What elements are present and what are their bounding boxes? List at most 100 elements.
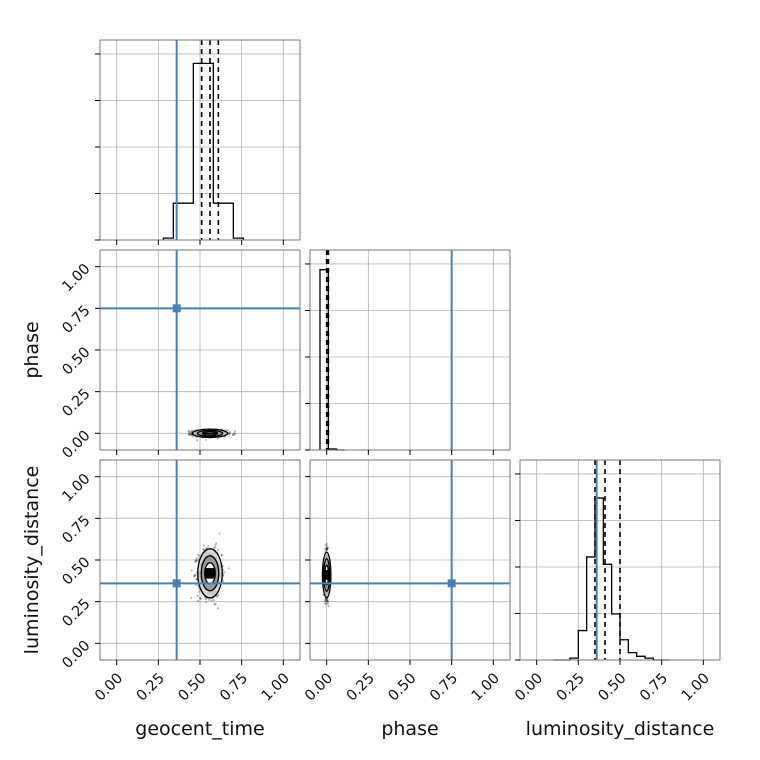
sample-point [217,594,220,597]
sample-point [326,545,329,548]
sample-point [197,553,200,556]
sample-point [195,556,198,560]
density-peak [202,432,218,435]
y-tick-label: 0.25 [60,596,94,630]
sample-point [198,590,201,593]
density-peak [204,568,216,579]
sample-point [326,548,329,551]
sample-point [222,579,225,583]
sample-point [187,432,191,435]
sample-point [233,432,237,435]
sample-point [194,560,197,564]
x-axis-label-luminosity_distance: luminosity_distance [526,718,715,740]
sample-point [213,546,216,550]
sample-point [325,599,328,602]
sample-point [202,548,205,551]
sample-point [188,430,191,433]
sample-point [197,600,200,603]
sample-point [205,546,208,550]
sample-point [228,430,231,434]
sample-point [325,548,328,552]
sample-point [220,553,223,557]
sample-point [197,554,201,557]
sample-point [228,432,231,435]
sample-point [326,602,330,605]
sample-point [216,607,220,610]
sample-point [198,596,201,600]
y-tick-label: 0.00 [60,428,94,462]
sample-point [196,439,199,442]
sample-point [204,438,207,441]
sample-point [204,601,208,604]
sample-point [217,549,220,552]
sample-point [216,595,219,599]
sample-point [233,432,236,435]
y-tick-label: 1.00 [60,261,94,295]
sample-point [226,428,230,432]
sample-point [189,433,192,436]
y-tick-label: 0.75 [60,303,94,337]
sample-point [204,598,207,601]
sample-point [232,434,235,437]
x-tick-label: 1.00 [469,670,503,704]
y-tick-label: 0.00 [60,638,94,672]
x-axis-label-geocent_time: geocent_time [135,718,264,740]
x-tick-label: 0.00 [92,670,126,704]
sample-point [207,545,210,548]
x-tick-label: 0.25 [344,670,378,704]
histogram-geocent_time [162,62,244,240]
text-layer: 0.000.250.500.751.000.00 0.25 0.50 0.75 1.00… [21,261,714,740]
sample-point [214,602,217,606]
sample-point [193,574,196,577]
sample-point [195,577,198,581]
histogram-luminosity_distance [553,497,670,661]
sample-point [195,578,198,581]
sample-point [326,548,329,551]
data-layer [162,40,670,661]
sample-point [324,547,327,550]
sample-point [324,597,327,600]
sample-point [202,544,206,547]
sample-point [327,605,330,608]
sample-point [324,602,327,605]
sample-point [213,603,216,606]
sample-point [323,600,326,603]
sample-point [324,548,327,551]
sample-point [220,554,223,557]
sample-point [324,602,327,605]
y-axis-label-luminosity_distance: luminosity_distance [21,466,43,655]
sample-point [227,567,230,570]
sample-point [193,573,196,577]
x-tick-label: 0.00 [512,670,546,704]
x-tick-label: 0.00 [302,670,336,704]
truth-marker [172,304,181,313]
sample-point [215,542,218,545]
sample-point [189,431,192,434]
sample-point [326,598,329,601]
sample-point [325,599,328,602]
sample-point [195,560,198,564]
sample-point [195,559,198,562]
y-tick-label: 1.00 [60,471,94,505]
sample-point [194,559,198,562]
y-tick-label: 0.25 [60,386,94,420]
sample-point [190,432,193,436]
sample-point [325,597,328,601]
sample-point [194,574,197,577]
sample-point [190,596,193,600]
sample-point [187,430,190,433]
sample-point [223,571,226,574]
x-tick-label: 0.75 [427,670,461,704]
truth-marker [447,579,456,588]
sample-point [212,599,215,602]
sample-point [325,542,328,545]
sample-point [190,569,193,572]
sample-point [324,599,327,602]
sample-point [210,599,213,602]
sample-point [188,433,191,436]
sample-point [208,598,211,601]
sample-point [196,594,199,598]
truth-layer [100,40,598,660]
sample-point [324,544,327,547]
sample-point [196,584,199,587]
